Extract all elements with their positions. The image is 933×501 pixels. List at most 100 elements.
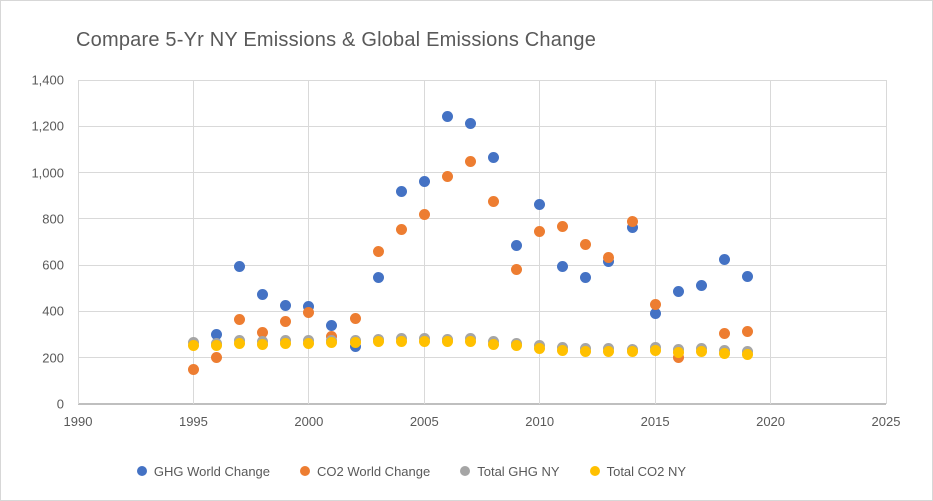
legend-item-ghg-world-change[interactable]: GHG World Change bbox=[136, 463, 271, 479]
data-point-co2-world-change[interactable] bbox=[211, 352, 222, 364]
y-axis-tick-label: 1,000 bbox=[31, 165, 64, 181]
data-point-total-co2-ny[interactable] bbox=[741, 348, 753, 360]
data-point-co2-world-change[interactable] bbox=[511, 264, 523, 276]
data-point-ghg-world-change[interactable] bbox=[718, 253, 730, 265]
data-point-ghg-world-change[interactable] bbox=[395, 186, 407, 198]
data-point-total-co2-ny[interactable] bbox=[557, 344, 569, 356]
data-point-total-co2-ny[interactable] bbox=[280, 337, 292, 349]
data-point-co2-world-change[interactable] bbox=[441, 171, 453, 183]
data-point-co2-world-change[interactable] bbox=[372, 245, 384, 257]
vertical-gridline bbox=[192, 80, 194, 404]
legend-item-total-co2-ny[interactable]: Total CO2 NY bbox=[589, 463, 687, 479]
legend: GHG World Change CO2 World Change Total GH… bbox=[1, 456, 877, 486]
y-axis-tick-label: 400 bbox=[42, 303, 64, 319]
data-point-ghg-world-change[interactable] bbox=[695, 279, 707, 291]
x-axis-tick-label: 2020 bbox=[756, 414, 786, 429]
legend-marker-icon bbox=[300, 466, 311, 476]
data-point-ghg-world-change[interactable] bbox=[649, 307, 661, 319]
data-point-co2-world-change[interactable] bbox=[349, 312, 361, 324]
vertical-gridline bbox=[539, 80, 541, 404]
data-point-total-co2-ny[interactable] bbox=[349, 337, 361, 349]
legend-marker-icon bbox=[136, 466, 147, 476]
data-point-ghg-world-change[interactable] bbox=[418, 176, 430, 188]
data-point-ghg-world-change[interactable] bbox=[234, 260, 246, 272]
vertical-gridline bbox=[308, 80, 310, 404]
vertical-gridline bbox=[654, 80, 656, 404]
legend-item-co2-world-change[interactable]: CO2 World Change bbox=[300, 464, 430, 479]
data-point-total-co2-ny[interactable] bbox=[257, 338, 269, 350]
data-point-ghg-world-change[interactable] bbox=[511, 239, 523, 251]
vertical-gridline bbox=[885, 80, 887, 404]
data-point-total-co2-ny[interactable] bbox=[580, 345, 592, 357]
data-point-total-co2-ny[interactable] bbox=[534, 342, 546, 354]
data-point-co2-world-change[interactable] bbox=[580, 239, 592, 251]
horizontal-gridline bbox=[78, 357, 886, 359]
legend-label: Total CO2 NY bbox=[606, 463, 687, 479]
data-point-total-co2-ny[interactable] bbox=[626, 346, 638, 358]
data-point-total-co2-ny[interactable] bbox=[695, 346, 707, 358]
legend-label: GHG World Change bbox=[153, 463, 271, 479]
data-point-co2-world-change[interactable] bbox=[234, 314, 246, 326]
data-point-total-co2-ny[interactable] bbox=[441, 336, 453, 348]
y-axis-tick-label: 200 bbox=[42, 350, 64, 366]
data-point-total-co2-ny[interactable] bbox=[326, 337, 338, 349]
data-point-ghg-world-change[interactable] bbox=[557, 261, 569, 273]
horizontal-gridline bbox=[78, 125, 886, 127]
data-point-total-co2-ny[interactable] bbox=[187, 339, 199, 351]
data-point-co2-world-change[interactable] bbox=[603, 252, 615, 264]
legend-marker-icon bbox=[589, 466, 600, 476]
y-axis-tick-label: 600 bbox=[42, 257, 64, 273]
data-point-ghg-world-change[interactable] bbox=[303, 301, 315, 313]
data-point-co2-world-change[interactable] bbox=[557, 221, 569, 233]
data-point-total-co2-ny[interactable] bbox=[418, 336, 430, 347]
data-point-co2-world-change[interactable] bbox=[626, 215, 638, 227]
legend-marker-icon bbox=[460, 466, 471, 476]
data-point-co2-world-change[interactable] bbox=[187, 363, 199, 375]
data-point-ghg-world-change[interactable] bbox=[488, 152, 500, 164]
data-point-co2-world-change[interactable] bbox=[488, 195, 500, 207]
data-point-co2-world-change[interactable] bbox=[395, 223, 407, 235]
data-point-ghg-world-change[interactable] bbox=[211, 329, 222, 341]
data-point-co2-world-change[interactable] bbox=[741, 326, 753, 338]
data-point-total-co2-ny[interactable] bbox=[718, 348, 730, 360]
data-point-total-co2-ny[interactable] bbox=[234, 337, 246, 349]
horizontal-gridline bbox=[78, 172, 886, 174]
data-point-ghg-world-change[interactable] bbox=[672, 286, 684, 298]
data-point-ghg-world-change[interactable] bbox=[626, 222, 638, 234]
vertical-gridline bbox=[423, 80, 425, 404]
data-point-total-co2-ny[interactable] bbox=[303, 337, 315, 349]
data-point-ghg-world-change[interactable] bbox=[464, 118, 476, 130]
data-point-co2-world-change[interactable] bbox=[280, 315, 292, 327]
data-point-ghg-world-change[interactable] bbox=[372, 271, 384, 283]
data-point-co2-world-change[interactable] bbox=[257, 327, 269, 339]
data-point-co2-world-change[interactable] bbox=[418, 209, 430, 221]
horizontal-gridline bbox=[78, 310, 886, 312]
data-point-co2-world-change[interactable] bbox=[303, 307, 315, 319]
data-point-ghg-world-change[interactable] bbox=[441, 110, 453, 122]
data-point-total-co2-ny[interactable] bbox=[464, 336, 476, 347]
data-point-ghg-world-change[interactable] bbox=[326, 319, 338, 331]
x-axis-tick-label: 2005 bbox=[409, 414, 439, 429]
data-point-ghg-world-change[interactable] bbox=[741, 270, 753, 282]
data-point-co2-world-change[interactable] bbox=[718, 327, 730, 339]
data-point-total-co2-ny[interactable] bbox=[395, 335, 407, 347]
legend-item-total-ghg-ny[interactable]: Total GHG NY bbox=[460, 463, 560, 479]
data-point-total-co2-ny[interactable] bbox=[488, 338, 500, 350]
vertical-gridline bbox=[770, 80, 772, 404]
legend-label: CO2 World Change bbox=[317, 463, 431, 479]
data-point-total-co2-ny[interactable] bbox=[211, 340, 222, 352]
data-point-total-co2-ny[interactable] bbox=[649, 345, 661, 357]
chart-title[interactable]: Compare 5-Yr NY Emissions & Global Emiss… bbox=[76, 29, 597, 51]
data-point-ghg-world-change[interactable] bbox=[580, 272, 592, 284]
data-point-ghg-world-change[interactable] bbox=[257, 288, 269, 300]
data-point-total-co2-ny[interactable] bbox=[603, 345, 615, 357]
data-point-total-co2-ny[interactable] bbox=[672, 347, 684, 359]
data-point-total-co2-ny[interactable] bbox=[372, 336, 384, 348]
data-point-ghg-world-change[interactable] bbox=[534, 199, 546, 211]
data-point-ghg-world-change[interactable] bbox=[280, 300, 292, 312]
data-point-co2-world-change[interactable] bbox=[464, 155, 476, 167]
legend-label: Total GHG NY bbox=[477, 463, 560, 479]
data-point-co2-world-change[interactable] bbox=[534, 225, 546, 237]
data-point-total-co2-ny[interactable] bbox=[511, 340, 523, 352]
data-point-co2-world-change[interactable] bbox=[649, 298, 661, 310]
